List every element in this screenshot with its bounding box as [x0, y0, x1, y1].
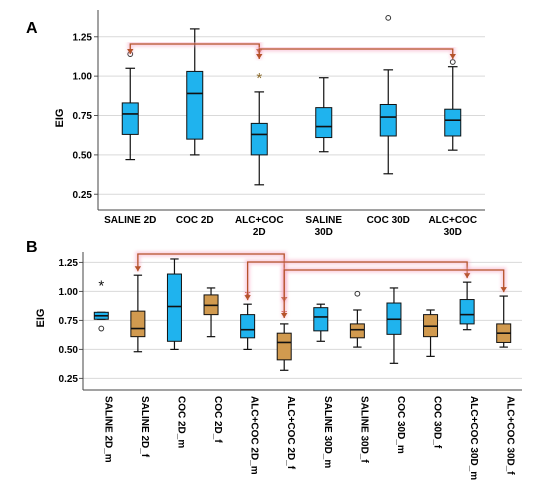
comparison-bracket [256, 46, 456, 59]
box-body [315, 107, 333, 139]
y-tick-label: 0.75 [59, 316, 79, 327]
box-body [379, 103, 397, 137]
box-1 [121, 51, 139, 161]
y-tick-label: 0.50 [59, 345, 79, 356]
box-12 [496, 295, 512, 348]
category-label: SALINE 30D_m [322, 396, 333, 468]
significance-star: * [256, 70, 262, 87]
category-label: COC 2D_m [175, 396, 186, 448]
panel-a-y-axis-label: EIG [54, 109, 66, 128]
box-body [121, 102, 139, 135]
category-label: ALC+COC 30D_f [505, 396, 516, 475]
box-5 [379, 14, 397, 175]
outlier-point [449, 59, 456, 65]
bracket-arrow-head [127, 49, 134, 54]
category-label: SALINE [305, 215, 342, 226]
category-label: SALINE 2D_m [102, 396, 113, 463]
category-label: ALC+COC 2D_m [249, 396, 260, 475]
category-label: COC 30D_f [432, 396, 443, 449]
bracket-arrow-head [500, 287, 507, 293]
box-6 [276, 323, 292, 371]
box-body [313, 307, 329, 332]
box-7 [313, 303, 329, 342]
category-label: COC 30D [367, 215, 410, 226]
box-9 [386, 287, 402, 364]
bracket-arrow-head [281, 313, 288, 318]
box-10 [423, 309, 439, 357]
bracket-arrow-head [449, 54, 456, 59]
category-label: 30D [444, 227, 462, 238]
box-body [459, 299, 475, 325]
box-2 [186, 28, 204, 156]
box-1: * [93, 278, 109, 332]
box-body [276, 332, 292, 361]
outlier-point [98, 325, 105, 332]
category-label: ALC+COC 30D_m [468, 396, 479, 480]
bracket-arrow-head [134, 266, 142, 272]
y-tick-label: 0.25 [73, 190, 93, 201]
bracket-arrow-head [463, 273, 471, 279]
box-3 [250, 91, 268, 186]
box-6 [444, 59, 462, 151]
box-4 [315, 77, 333, 153]
y-tick-label: 1.00 [73, 72, 93, 83]
panel-a-plot-area: 0.25 0.50 0.75 1.00 1.25 * SALINE 2D COC 2D ALC+… [73, 10, 485, 238]
bracket-arrow-head [256, 54, 263, 59]
comparison-bracket [281, 267, 507, 318]
outlier-point [354, 290, 361, 297]
box-11 [459, 281, 475, 331]
y-tick-label: 0.25 [59, 374, 79, 385]
category-label: SALINE 30D_f [358, 396, 369, 463]
category-label: 2D [253, 227, 266, 238]
category-label: SALINE 2D [104, 215, 156, 226]
box-body [166, 273, 182, 342]
category-label: COC 2D_f [212, 396, 223, 443]
y-tick-label: 0.50 [73, 150, 93, 161]
box-5 [240, 303, 256, 351]
box-4 [203, 287, 219, 338]
panel-b-letter: B [26, 239, 38, 256]
y-tick-label: 1.25 [59, 258, 79, 269]
panel-b-y-axis-label: EIG [35, 309, 47, 328]
box-body [186, 70, 204, 140]
category-label: COC 2D [176, 215, 214, 226]
bracket-arrow-head [244, 295, 251, 301]
category-label: ALC+COC [235, 215, 284, 226]
outlier-point [385, 14, 392, 21]
panel-b: B EIG 0.250.500.751.001.25***SALINE 2D_m… [26, 239, 522, 480]
category-label: COC 30D_m [395, 396, 406, 454]
extreme-outlier-star: * [98, 278, 104, 295]
y-tick-label: 1.25 [73, 32, 93, 43]
bracket-line [283, 269, 505, 318]
box-body [349, 323, 365, 339]
panel-a: A EIG 0.25 0.50 0.75 1.00 1.25 * SALINE 2D COC … [26, 10, 485, 238]
box-body [250, 122, 268, 156]
category-label: SALINE 2D_f [139, 396, 150, 458]
category-label: 30D [315, 227, 333, 238]
box-2 [130, 274, 146, 353]
box-3 [166, 258, 182, 351]
box-body [130, 310, 146, 338]
box-8 [349, 290, 365, 348]
category-label: ALC+COC 2D_f [285, 396, 296, 470]
box-body [444, 108, 462, 137]
panel-b-plot-area: 0.250.500.751.001.25***SALINE 2D_mSALINE… [59, 251, 522, 480]
box-body [240, 314, 256, 339]
category-label: ALC+COC [428, 215, 477, 226]
y-tick-label: 1.00 [59, 287, 79, 298]
bracket-glow [256, 46, 456, 59]
y-tick-label: 0.75 [73, 111, 93, 122]
panel-a-letter: A [26, 20, 38, 37]
